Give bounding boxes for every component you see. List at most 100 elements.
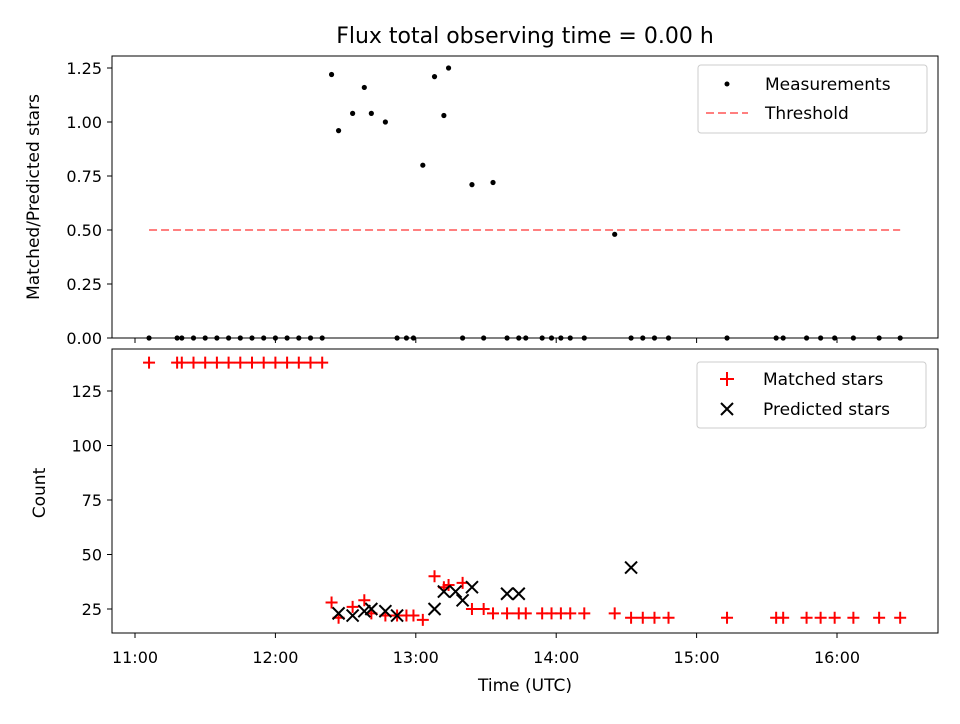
measurement-point [420, 162, 426, 168]
legend-matched-label: Matched stars [763, 370, 883, 390]
measurement-point [445, 65, 452, 71]
predicted-star-point [378, 604, 393, 618]
legend-predicted-label: Predicted stars [763, 400, 890, 420]
predicted-star-point [455, 593, 470, 607]
matched-star-point [269, 356, 282, 369]
matched-star-point [648, 611, 661, 624]
measurement-point [319, 335, 325, 341]
measurement-point [214, 335, 220, 341]
top-y-tick-label: 0.50 [66, 221, 102, 240]
measurement-point [460, 335, 466, 341]
measurement-point [174, 335, 180, 341]
matched-star-point [210, 356, 223, 369]
measurement-point [403, 335, 410, 341]
matched-star-point [608, 607, 621, 620]
predicted-star-point [390, 608, 404, 623]
predicted-star-point [437, 584, 451, 599]
measurement-point [146, 335, 152, 341]
measurement-point [803, 335, 810, 341]
measurement-point [284, 335, 290, 341]
measurement-point [431, 74, 438, 80]
x-tick-label: 12:00 [252, 648, 298, 667]
measurement-point [296, 335, 302, 341]
measurement-point [226, 335, 232, 341]
measurement-point [818, 335, 824, 341]
top-plot-area [146, 65, 903, 341]
legend-measurements-label: Measurements [765, 75, 891, 95]
predicted-star-point [448, 584, 463, 599]
measurement-point [504, 335, 510, 341]
measurement-point [523, 335, 529, 341]
bottom-y-tick-label: 125 [71, 382, 102, 401]
measurement-point [876, 335, 882, 341]
bottom-legend-box [696, 361, 927, 429]
measurement-point [581, 335, 587, 341]
x-tick-label: 11:00 [112, 648, 158, 667]
matched-star-point [304, 356, 317, 369]
predicted-star-point [512, 587, 526, 601]
matched-star-point [199, 356, 212, 369]
measurement-point [724, 335, 730, 341]
matched-star-point [316, 356, 329, 369]
legend-threshold-label: Threshold [764, 104, 849, 124]
matched-star-point [325, 596, 338, 609]
bottom-plot-area [143, 356, 907, 626]
measurement-point [261, 335, 267, 341]
bottom-y-axis: 25 50 75 100 125 [71, 382, 112, 619]
top-y-tick-label: 0.00 [66, 329, 102, 348]
matched-star-point [873, 611, 886, 624]
measurement-point [410, 335, 417, 341]
measurement-point [202, 335, 208, 341]
measurement-point [179, 335, 185, 341]
measurement-point [539, 335, 545, 341]
measurement-point [612, 231, 618, 237]
measurement-point [780, 335, 786, 341]
bottom-y-axis-label: Count [30, 467, 50, 518]
matched-star-point [662, 611, 675, 624]
measurement-point [394, 335, 400, 341]
measurement-point [490, 179, 496, 186]
predicted-star-point [465, 580, 479, 594]
predicted-star-point [331, 606, 346, 621]
matched-star-point [721, 611, 734, 624]
matched-star-point [257, 356, 270, 369]
matched-star-point [222, 356, 235, 369]
measurement-point [237, 335, 243, 341]
measurement-point [567, 335, 573, 341]
measurement-point [773, 335, 779, 341]
matched-star-point [143, 356, 156, 369]
measurement-point [335, 128, 342, 134]
matched-star-point [477, 603, 490, 615]
measurement-point [628, 335, 634, 341]
matched-star-point [519, 607, 532, 620]
measurement-point [328, 71, 335, 78]
predicted-star-point [500, 587, 514, 601]
matched-star-point [187, 356, 200, 369]
measurement-point [832, 335, 838, 341]
bottom-legend: Matched stars Predicted stars [696, 361, 927, 429]
measurement-point [469, 182, 475, 188]
measurement-point [382, 119, 388, 125]
measurement-point [368, 110, 374, 116]
x-tick-label: 15:00 [674, 648, 720, 667]
matched-star-point [777, 611, 790, 624]
matched-star-point [428, 570, 441, 583]
matched-star-point [175, 356, 188, 369]
measurement-point [665, 335, 672, 341]
top-y-tick-label: 0.75 [66, 167, 102, 186]
top-legend: Measurements Threshold [697, 64, 928, 134]
matched-star-point [501, 607, 514, 620]
bottom-y-tick-label: 100 [71, 437, 102, 456]
matched-star-point [564, 607, 577, 620]
bottom-y-tick-label: 50 [82, 546, 102, 565]
matched-star-point [465, 603, 478, 615]
predicted-star-point [345, 608, 360, 623]
measurement-point [558, 335, 564, 341]
matched-star-point [358, 594, 371, 607]
legend-predicted-marker [720, 402, 734, 416]
matched-star-point [894, 611, 907, 624]
matched-star-point [487, 607, 500, 620]
measurement-point [516, 335, 522, 341]
top-legend-box [697, 64, 928, 134]
